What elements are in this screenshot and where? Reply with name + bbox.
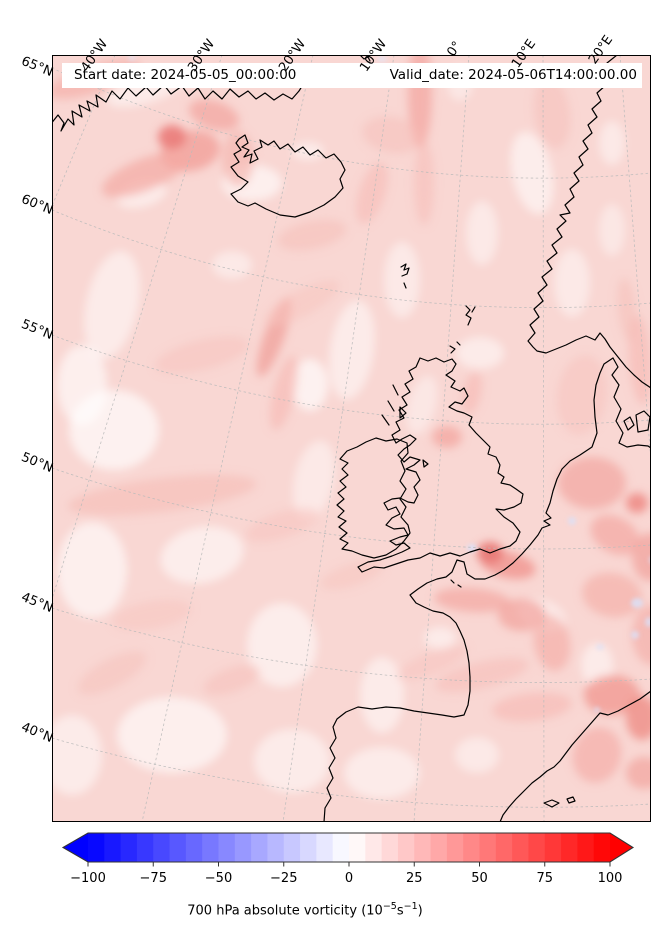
latitude-label: 45°N [18,589,55,617]
colorbar-tick-labels: −100 −75 −50 −25 0 25 50 75 100 [0,871,659,889]
coastline-shetland [465,305,476,326]
parallel-65n [52,67,651,179]
colorbar-tick-label: 25 [405,871,423,886]
meridian-0 [413,55,470,822]
parallel-55n [52,334,651,425]
colorbar-tick-label: 50 [471,871,488,886]
latitude-label: 60°N [18,191,55,219]
vorticity-map [52,55,651,822]
coastline-ireland [336,437,411,559]
colorbar-label-exponent1: −5 [382,901,397,912]
colorbar-label-close: ) [417,903,423,919]
coastline-isle-of-man [422,459,429,468]
map-panel: Start date: 2024-05-05_00:00:00 Valid_da… [52,55,651,822]
coastline-iceland [230,134,346,218]
title-box: Start date: 2024-05-05_00:00:00 Valid_da… [62,63,642,88]
colorbar-label-exponent2: −1 [403,901,418,912]
latitude-label: 50°N [18,449,55,477]
coastline-denmark-east [611,357,651,449]
coastline-funen [623,416,635,431]
coastline-great-britain [357,357,524,573]
parallel-40n [52,737,651,808]
coastline-mediterranean-spain [499,690,651,822]
colorbar-tickmarks [87,862,611,867]
colorbar-over-arrow [610,833,633,862]
colorbar-label-text: 700 hPa absolute vorticity (10 [187,903,383,919]
colorbar-tick-label: −50 [204,871,233,886]
start-date-label: Start date: 2024-05-05_00:00:00 [74,67,297,83]
coastline-norway [527,55,651,389]
coastlines [52,55,651,822]
colorbar-label: 700 hPa absolute vorticity (10−5s−1) [0,901,610,918]
colorbar-tick-label: 75 [536,871,554,886]
coastline-greenland [52,74,309,132]
colorbar-tick-label: −100 [70,871,106,886]
valid-date-label: Valid_date: 2024-05-06T14:00:00.00 [389,67,637,83]
colorbar-label-units: s [396,903,404,919]
meridian-20w [141,55,314,822]
colorbar-under-arrow [63,833,88,862]
vorticity-field-blobs [52,55,651,799]
coastline-balearics [543,796,576,808]
coastline-hebrides [381,384,407,426]
colorbar-segments [88,833,611,862]
coastline-denmark [323,357,614,822]
parallel-60n [52,209,651,309]
latitude-label: 65°N [18,53,55,81]
coastline-jan-mayen [359,55,371,62]
colorbar-tick-label: 100 [597,871,623,886]
colorbar-tick-label: −25 [270,871,298,886]
latitude-label: 55°N [18,316,55,344]
coastline-faroe-islands [400,263,410,289]
negative-vorticity-spots [128,55,651,713]
coastline-zealand [635,410,651,433]
colorbar-tick-label: 0 [344,871,354,886]
meridian-20e [619,55,651,463]
colorbar [61,832,635,867]
coastline-orkney [449,341,461,354]
graticule [52,55,651,822]
colorbar-tick-label: −75 [139,871,167,886]
latitude-label: 40°N [18,719,55,747]
meridian-10w [282,55,395,822]
coastline-channel-islands [450,579,462,588]
